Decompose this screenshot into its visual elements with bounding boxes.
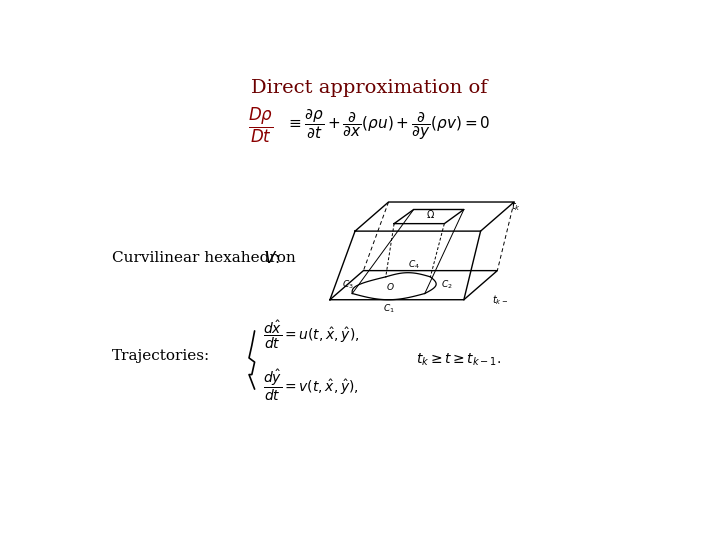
Text: $\dfrac{D\rho}{Dt}$: $\dfrac{D\rho}{Dt}$: [248, 105, 273, 145]
Text: $t_k$: $t_k$: [511, 199, 521, 213]
Text: $\equiv\dfrac{\partial\rho}{\partial t}+\dfrac{\partial}{\partial x}(\rho u)+\df: $\equiv\dfrac{\partial\rho}{\partial t}+…: [287, 107, 491, 143]
Text: $O$: $O$: [386, 280, 395, 292]
Text: $t_k \geq t \geq t_{k-1}.$: $t_k \geq t \geq t_{k-1}.$: [415, 352, 501, 368]
Text: $\dfrac{d\hat{x}}{dt} = u(t,\hat{x},\hat{y}),$: $\dfrac{d\hat{x}}{dt} = u(t,\hat{x},\hat…: [263, 319, 359, 352]
Text: $C_1$: $C_1$: [382, 302, 395, 315]
Text: $V\!:$: $V\!:$: [264, 250, 280, 266]
Text: $\Omega$: $\Omega$: [426, 208, 435, 220]
Text: $C_2$: $C_2$: [441, 279, 453, 292]
Text: Curvilinear hexahedron: Curvilinear hexahedron: [112, 251, 301, 265]
Text: $t_{k-}$: $t_{k-}$: [492, 293, 508, 307]
Text: Trajectories:: Trajectories:: [112, 349, 210, 363]
Text: $\dfrac{d\hat{y}}{dt} = v(t,\hat{x},\hat{y}),$: $\dfrac{d\hat{y}}{dt} = v(t,\hat{x},\hat…: [263, 367, 359, 403]
Text: $C_4$: $C_4$: [408, 259, 420, 271]
Text: $C_3$: $C_3$: [342, 279, 354, 292]
Text: Direct approximation of: Direct approximation of: [251, 79, 487, 97]
